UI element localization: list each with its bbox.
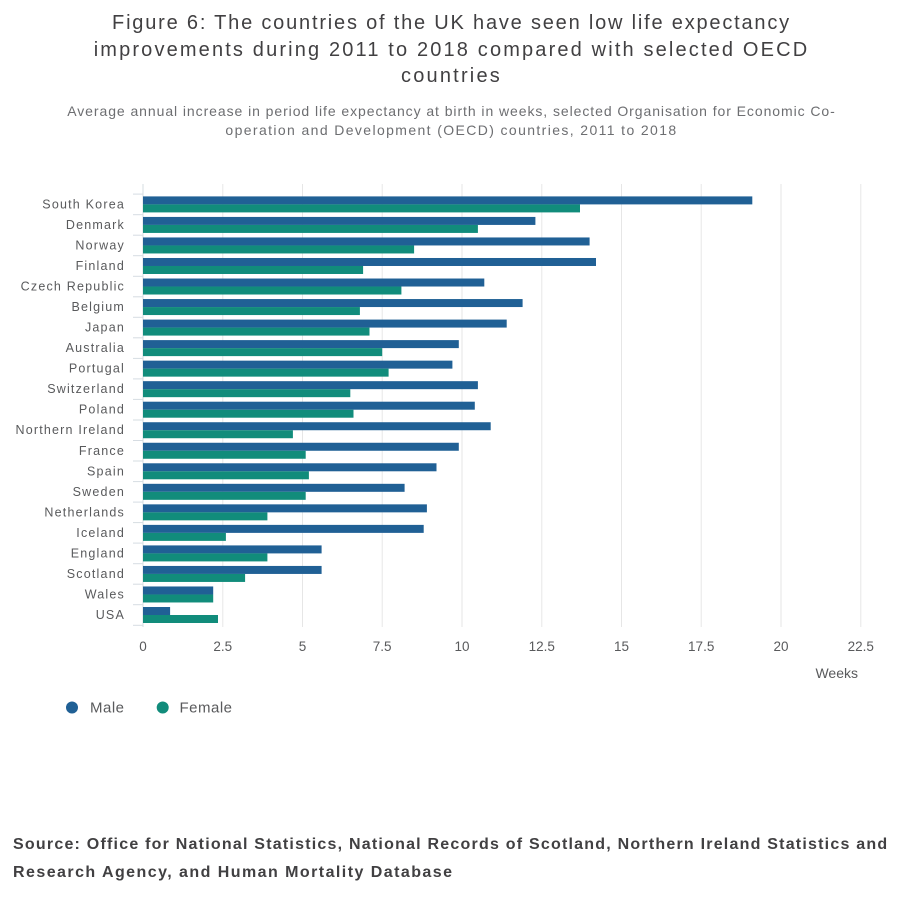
svg-text:Iceland: Iceland [76, 526, 125, 540]
svg-text:12.5: 12.5 [529, 639, 555, 654]
svg-text:Northern Ireland: Northern Ireland [15, 423, 125, 437]
svg-text:Belgium: Belgium [71, 300, 125, 314]
svg-text:15: 15 [614, 639, 629, 654]
svg-text:Denmark: Denmark [66, 218, 125, 232]
svg-text:Spain: Spain [87, 464, 125, 478]
svg-text:Finland: Finland [76, 259, 125, 273]
svg-text:7.5: 7.5 [373, 639, 392, 654]
svg-text:Weeks: Weeks [815, 665, 858, 681]
svg-text:Portugal: Portugal [69, 362, 125, 376]
svg-text:Poland: Poland [79, 403, 125, 417]
svg-text:17.5: 17.5 [688, 639, 714, 654]
svg-text:Japan: Japan [85, 321, 125, 335]
svg-text:France: France [79, 444, 125, 458]
svg-text:South Korea: South Korea [42, 197, 125, 211]
svg-text:Switzerland: Switzerland [47, 382, 125, 396]
svg-text:2.5: 2.5 [213, 639, 232, 654]
svg-text:Australia: Australia [66, 341, 125, 355]
svg-text:5: 5 [299, 639, 307, 654]
svg-text:22.5: 22.5 [848, 639, 874, 654]
svg-text:Male: Male [90, 700, 125, 717]
svg-text:Female: Female [180, 700, 233, 717]
svg-text:Czech Republic: Czech Republic [21, 280, 125, 294]
svg-text:England: England [71, 546, 125, 560]
svg-text:Sweden: Sweden [73, 485, 125, 499]
svg-text:Norway: Norway [75, 239, 125, 253]
svg-text:10: 10 [454, 639, 469, 654]
svg-text:Netherlands: Netherlands [44, 505, 125, 519]
svg-text:20: 20 [773, 639, 788, 654]
svg-text:Wales: Wales [85, 588, 125, 602]
svg-text:USA: USA [96, 608, 125, 622]
svg-text:0: 0 [139, 639, 147, 654]
svg-text:Scotland: Scotland [67, 567, 125, 581]
